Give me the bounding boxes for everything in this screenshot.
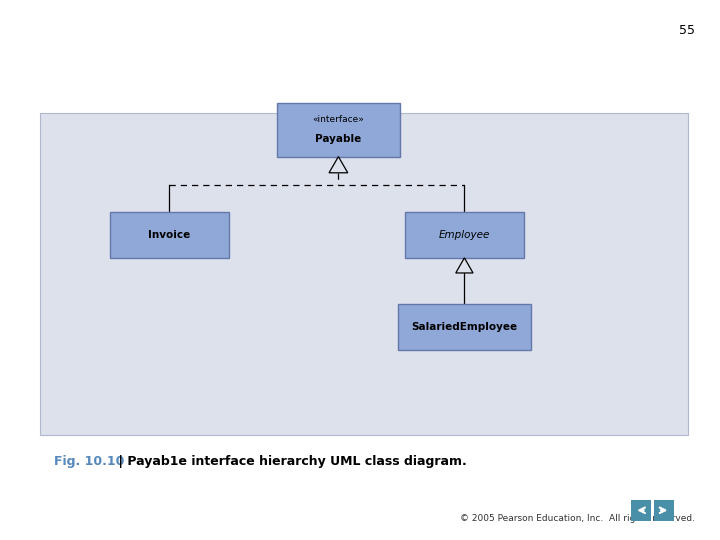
Text: | Payab1e interface hierarchy UML class diagram.: | Payab1e interface hierarchy UML class … bbox=[114, 455, 467, 468]
FancyBboxPatch shape bbox=[109, 212, 229, 258]
Text: Employee: Employee bbox=[438, 230, 490, 240]
FancyBboxPatch shape bbox=[277, 103, 400, 157]
Text: SalariedEmployee: SalariedEmployee bbox=[411, 322, 518, 332]
Text: Fig. 10.10: Fig. 10.10 bbox=[54, 455, 125, 468]
Text: 55: 55 bbox=[679, 24, 695, 37]
Text: Payable: Payable bbox=[315, 134, 361, 144]
FancyBboxPatch shape bbox=[40, 113, 688, 435]
Text: © 2005 Pearson Education, Inc.  All rights reserved.: © 2005 Pearson Education, Inc. All right… bbox=[460, 514, 695, 523]
FancyBboxPatch shape bbox=[631, 500, 651, 521]
Text: Invoice: Invoice bbox=[148, 230, 190, 240]
Text: «interface»: «interface» bbox=[312, 116, 364, 124]
FancyBboxPatch shape bbox=[654, 500, 674, 521]
FancyBboxPatch shape bbox=[397, 303, 531, 350]
FancyBboxPatch shape bbox=[405, 212, 524, 258]
